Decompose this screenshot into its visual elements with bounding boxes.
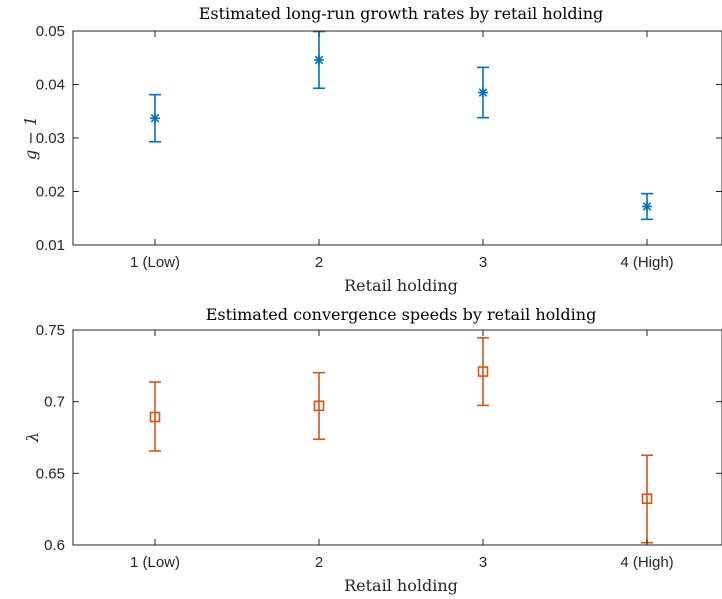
x-tick-label: 4 (High) — [620, 254, 673, 271]
data-point — [149, 93, 161, 143]
y-tick-label: 0.7 — [44, 394, 65, 411]
data-point — [641, 192, 653, 221]
y-tick-label: 0.03 — [36, 130, 65, 147]
axis-ticks: 0.6 0.65 0.7 0.75 1 (Low) 2 3 4 (High) — [36, 322, 722, 571]
x-tick-label: 3 — [479, 554, 487, 571]
plot-box — [72, 329, 722, 546]
square-marker — [477, 366, 489, 377]
square-marker — [313, 400, 325, 412]
data-point — [149, 381, 161, 452]
x-tick-label: 4 (High) — [620, 554, 673, 571]
y-axis-label: g − 1 — [21, 116, 40, 160]
y-tick-label: 0.65 — [36, 465, 65, 482]
data-point — [477, 337, 489, 407]
y-axis-label: λ — [23, 432, 42, 443]
y-tick-label: 0.01 — [36, 237, 65, 254]
x-tick-label: 1 (Low) — [130, 254, 180, 271]
y-tick-label: 0.05 — [36, 23, 65, 40]
chart-title: Estimated long-run growth rates by retai… — [199, 4, 604, 23]
asterisk-marker — [150, 113, 160, 124]
convergence-speed-marks — [149, 337, 653, 544]
x-tick-label: 2 — [315, 254, 323, 271]
y-tick-label: 0.02 — [36, 184, 65, 201]
data-point — [641, 454, 653, 544]
asterisk-marker — [478, 87, 488, 98]
axis-ticks: 0.01 0.02 0.03 0.04 0.05 1 (Low) 2 3 4 (High) — [36, 23, 722, 271]
chart-title: Estimated convergence speeds by retail h… — [206, 305, 597, 324]
x-tick-label: 2 — [315, 554, 323, 571]
growth-rate-marks — [149, 30, 653, 221]
square-marker — [641, 493, 653, 505]
data-point — [313, 371, 325, 441]
data-point — [313, 30, 325, 90]
y-tick-label: 0.6 — [44, 537, 65, 554]
growth-rate-chart: Estimated long-run growth rates by retai… — [21, 4, 722, 295]
x-tick-label: 1 (Low) — [130, 554, 180, 571]
x-tick-label: 3 — [479, 254, 487, 271]
x-axis-label: Retail holding — [344, 576, 458, 595]
y-tick-label: 0.75 — [36, 322, 65, 339]
square-marker — [149, 411, 161, 423]
data-point — [477, 66, 489, 119]
plot-box — [72, 30, 722, 246]
x-axis-label: Retail holding — [344, 276, 458, 295]
y-tick-label: 0.04 — [36, 77, 65, 94]
convergence-speed-chart: Estimated convergence speeds by retail h… — [23, 305, 722, 595]
asterisk-marker — [314, 54, 324, 65]
asterisk-marker — [642, 201, 652, 212]
